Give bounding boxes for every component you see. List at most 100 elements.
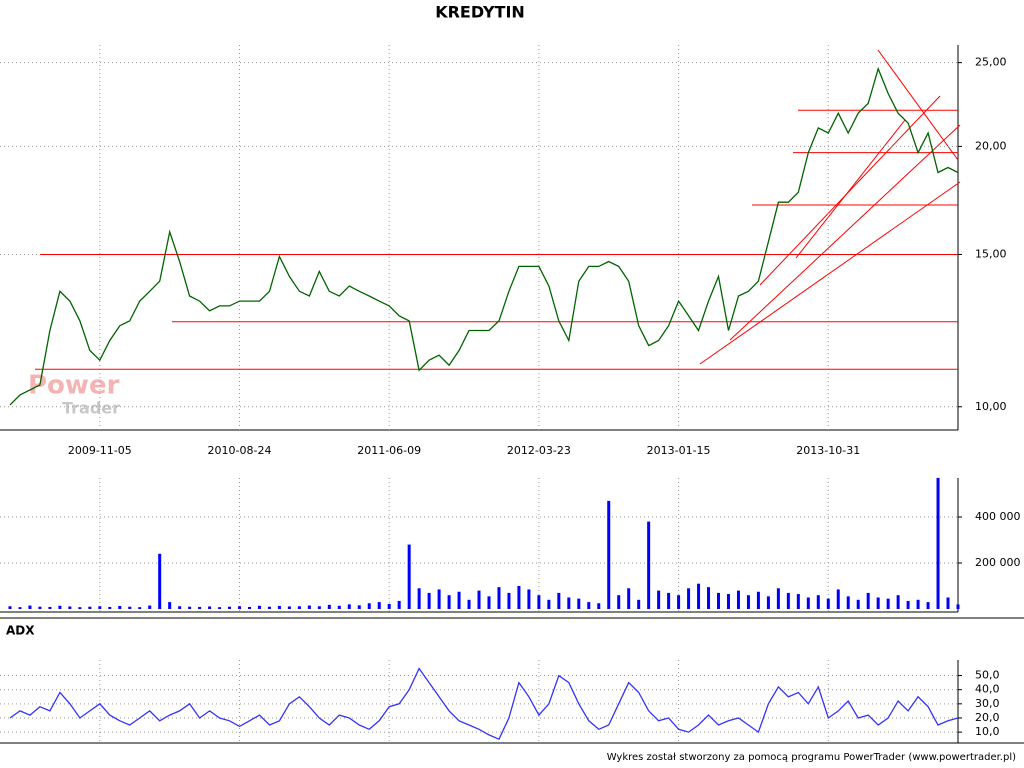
- volume-bar: [776, 588, 780, 609]
- volume-bar: [477, 590, 481, 609]
- trend-line: [729, 124, 961, 341]
- price-line: [9, 667, 959, 741]
- volume-bar: [208, 606, 212, 609]
- volume-bar: [88, 606, 92, 609]
- volume-bar: [417, 588, 421, 609]
- volume-bar: [617, 595, 621, 609]
- volume-bar: [98, 606, 102, 609]
- volume-bar: [238, 606, 242, 609]
- volume-bar: [796, 594, 800, 609]
- volume-bar: [637, 599, 641, 609]
- volume-bar: [806, 597, 810, 609]
- volume-bar: [78, 607, 82, 609]
- footer: Wykres został stworzony za pomocą progra…: [607, 752, 1016, 763]
- volume-bar: [148, 605, 152, 609]
- volume-bar: [936, 477, 940, 609]
- volume-bar: [357, 605, 361, 609]
- volume-bar: [8, 606, 12, 609]
- y-tick-label: 15,00: [975, 247, 1007, 260]
- volume-bar: [467, 599, 471, 609]
- volume-bar: [687, 588, 691, 609]
- volume-bar: [138, 607, 142, 609]
- volume-bar: [447, 595, 451, 609]
- volume-bar: [377, 602, 381, 609]
- y-tick-label: 50,0: [975, 669, 1000, 682]
- volume-bar: [437, 589, 441, 609]
- volume-bar: [457, 591, 461, 609]
- volume-bar: [287, 606, 291, 609]
- volume-bar: [198, 606, 202, 609]
- volume-bar: [307, 605, 311, 609]
- volume-bar: [158, 553, 162, 609]
- x-tick-label: 2013-01-15: [647, 444, 711, 457]
- volume-bar: [657, 590, 661, 609]
- volume-bar: [916, 599, 920, 609]
- volume-bar: [397, 600, 401, 609]
- volume-bar: [58, 605, 62, 609]
- volume-bar: [297, 606, 301, 609]
- volume-bar: [257, 605, 261, 609]
- volume-bar: [946, 597, 950, 609]
- volume-bar: [267, 606, 271, 609]
- x-tick-label: 2009-11-05: [68, 444, 132, 457]
- volume-bar: [527, 589, 531, 609]
- volume-bar: [866, 592, 870, 609]
- chart-title: KREDYTIN: [435, 3, 525, 22]
- volume-bar: [846, 596, 850, 609]
- volume-bar: [886, 598, 890, 609]
- volume-bar: [507, 592, 511, 609]
- volume-bar: [277, 606, 281, 609]
- volume-bar: [497, 587, 501, 609]
- volume-bar: [327, 604, 331, 609]
- volume-bar: [188, 606, 192, 609]
- volume-bar: [347, 604, 351, 609]
- y-tick-label: 40,0: [975, 683, 1000, 696]
- volume-bar: [786, 592, 790, 609]
- volume-bar: [746, 595, 750, 609]
- volume-bar: [387, 603, 391, 609]
- volume-bar: [667, 592, 671, 609]
- volume-bar: [218, 607, 222, 609]
- x-tick-label: 2012-03-23: [507, 444, 571, 457]
- volume-bar: [317, 606, 321, 609]
- volume-bar: [826, 598, 830, 609]
- volume-bar: [926, 602, 930, 609]
- y-tick-label: 200 000: [975, 556, 1021, 569]
- volume-bar: [407, 544, 411, 609]
- volume-bar: [18, 607, 22, 609]
- volume-bar: [906, 600, 910, 609]
- watermark: Power: [28, 371, 120, 401]
- volume-bar: [178, 606, 182, 609]
- volume-bar: [247, 606, 251, 609]
- volume-bar: [427, 592, 431, 609]
- volume-bar: [367, 603, 371, 609]
- volume-bar: [896, 595, 900, 609]
- volume-bar: [537, 595, 541, 609]
- volume-bar: [118, 606, 122, 609]
- volume-bar: [48, 606, 52, 609]
- price-line: [9, 66, 959, 406]
- volume-bar: [567, 597, 571, 609]
- y-tick-label: 20,00: [975, 139, 1007, 152]
- volume-bar: [607, 500, 611, 609]
- volume-bar: [836, 589, 840, 609]
- volume-bar: [707, 587, 711, 609]
- volume-bar: [597, 603, 601, 609]
- x-tick-label: 2013-10-31: [796, 444, 860, 457]
- volume-bar: [956, 604, 960, 609]
- volume-bar: [697, 583, 701, 609]
- volume-bar: [577, 598, 581, 609]
- volume-bar: [547, 599, 551, 609]
- y-tick-label: 10,0: [975, 725, 1000, 738]
- volume-bar: [28, 605, 32, 609]
- volume-bar: [677, 595, 681, 609]
- volume-bar: [717, 592, 721, 609]
- trend-line: [877, 49, 959, 161]
- x-tick-label: 2011-06-09: [357, 444, 421, 457]
- y-tick-label: 20,0: [975, 711, 1000, 724]
- y-tick-label: 400 000: [975, 510, 1021, 523]
- volume-bar: [627, 588, 631, 609]
- volume-bar: [68, 606, 72, 609]
